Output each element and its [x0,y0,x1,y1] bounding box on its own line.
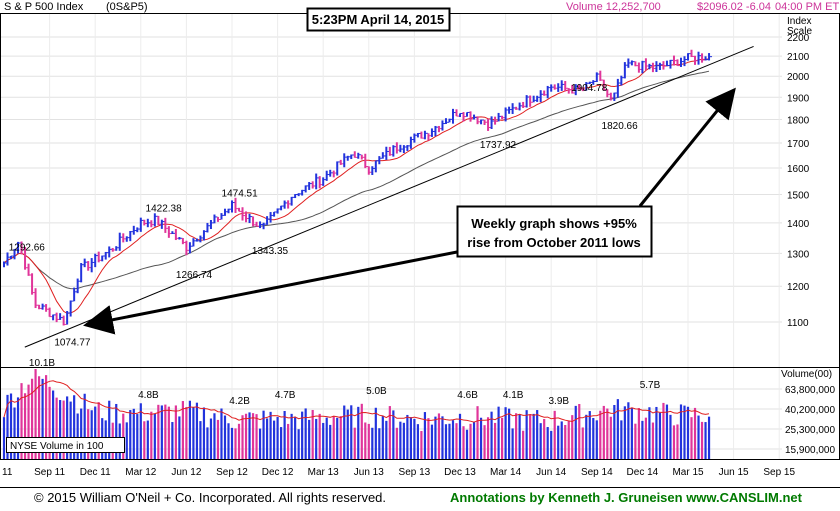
volume-annotation: 4.2B [229,396,250,407]
callout-arrow-right [638,87,736,207]
x-tick-label: Dec 14 [627,467,659,478]
price-tick-label: 1700 [787,139,810,150]
volume-annotation: 4.8B [138,390,159,401]
price-annotation: 1904.78 [571,83,608,94]
price-bars [3,49,713,326]
volume-bars [2,369,711,459]
price-tick-label: 1500 [787,190,810,201]
x-tick-label: Mar 12 [125,467,157,478]
x-tick-label: Mar 14 [490,467,522,478]
x-tick-label: Sep 11 [34,467,65,478]
annotation-credit: Annotations by Kenneth J. Gruneisen www.… [450,490,802,505]
volume-tick-label: 25,300,000 [785,425,835,436]
price-tick-label: 2000 [787,72,810,83]
price-tick-label: 1200 [787,282,810,293]
price-annotation: 1343.35 [252,246,289,257]
price-tick-label: 2100 [787,52,810,63]
x-tick-labels: 11 Sep 11 Dec 11 Mar 12 Jun 12 Sep 12 Dec 12 Ma… [2,467,795,478]
price-annotation: 1474.51 [222,189,259,200]
price-tick-label: 1400 [787,219,810,230]
x-tick-label: Sep 13 [399,467,431,478]
x-tick-label: Jun 13 [354,467,384,478]
volume-annotation: 5.0B [366,386,387,397]
price-tick-labels: 1100 1200 1300 1400 1500 1600 1700 1800 1900 2000… [787,33,810,329]
volume-annotation: 5.7B [640,380,661,391]
volume-annotation: 10.1B [29,358,55,369]
price-tick-label: 1100 [787,318,809,329]
trendline [24,45,754,348]
x-tick-label: Sep 15 [763,467,795,478]
price-annotation: 1422.38 [146,203,183,214]
price-axis-title-2: Scale [787,26,812,37]
moving-average-short-group [3,58,710,314]
volume-legend-box [6,437,125,453]
volume-axis-title: Volume(00) [781,369,832,380]
moving-average-long-group [3,70,710,290]
price-tick-label: 2200 [787,33,810,44]
moving-average-short [3,58,710,314]
price-annotation: 1266.74 [176,270,213,281]
x-tick-label: Dec 13 [444,467,476,478]
price-annotations: 1292.66 1074.77 1422.38 1266.74 1474.51 1343.… [9,83,638,348]
x-tick-label: Dec 11 [80,467,111,478]
x-tick-label: Sep 12 [216,467,248,478]
x-tick-label: Sep 14 [581,467,613,478]
x-tick-label: 11 [2,467,13,478]
callout-line-1: Weekly graph shows +95% [471,216,637,231]
volume-tick-label: 63,800,000 [785,385,835,396]
volume-annotations: 10.1B 4.8B 4.2B 4.7B 5.0B 4.6B 4.1B 3.9B 5.7B [29,358,661,407]
volume-moving-average-group [3,380,710,423]
volume-tick-labels: 15,900,000 25,300,000 40,200,000 63,800,000 [785,385,835,456]
volume-annotation: 4.1B [503,390,524,401]
last-price-readout: $2096.02 -6.04 [697,1,771,13]
price-tick-label: 1300 [787,249,810,260]
callout-arrow-left [83,250,458,335]
x-tick-label: Jun 12 [171,467,201,478]
price-annotation: 1820.66 [602,121,639,132]
price-axis-title: Index [787,16,811,27]
x-tick-label: Jun 14 [536,467,566,478]
volume-annotation: 4.7B [275,390,296,401]
price-tick-label: 1900 [787,93,810,104]
price-tick-label: 1600 [787,164,810,175]
index-name: S & P 500 Index [4,1,84,13]
trendline-group [24,45,754,348]
x-tick-label: Jun 15 [719,467,749,478]
timestamp-text: 5:23PM April 14, 2015 [312,12,444,27]
volume-legend-text: NYSE Volume in 100 [10,441,104,452]
volume-tick-label: 15,900,000 [785,445,835,456]
copyright-text: © 2015 William O'Neil + Co. Incorporated… [34,490,387,505]
price-tick-label: 1800 [787,116,810,127]
symbol-label: (0S&P5) [106,1,148,13]
time-readout: 04:00 PM ET [775,1,839,13]
volume-tick-label: 40,200,000 [785,405,835,416]
price-annotation: 1074.77 [54,338,91,349]
x-tick-label: Dec 12 [262,467,294,478]
x-tick-label: Mar 13 [308,467,340,478]
price-annotation: 1292.66 [9,243,46,254]
volume-moving-average [3,380,710,423]
x-tick-label: Mar 15 [672,467,704,478]
price-panel-frame [0,13,840,368]
volume-annotation: 3.9B [549,396,570,407]
callout-box [456,205,653,258]
timestamp-box [306,7,451,32]
price-annotation: 1737.92 [480,140,517,151]
callout-line-2: rise from October 2011 lows [467,235,640,250]
volume-annotation: 4.6B [457,390,478,401]
grid-lines [1,14,782,367]
moving-average-long [3,70,710,290]
volume-readout: Volume 12,252,700 [566,1,661,13]
chart-canvas: S & P 500 Index (0S&P5) Volume 12,252,70… [0,1,840,488]
